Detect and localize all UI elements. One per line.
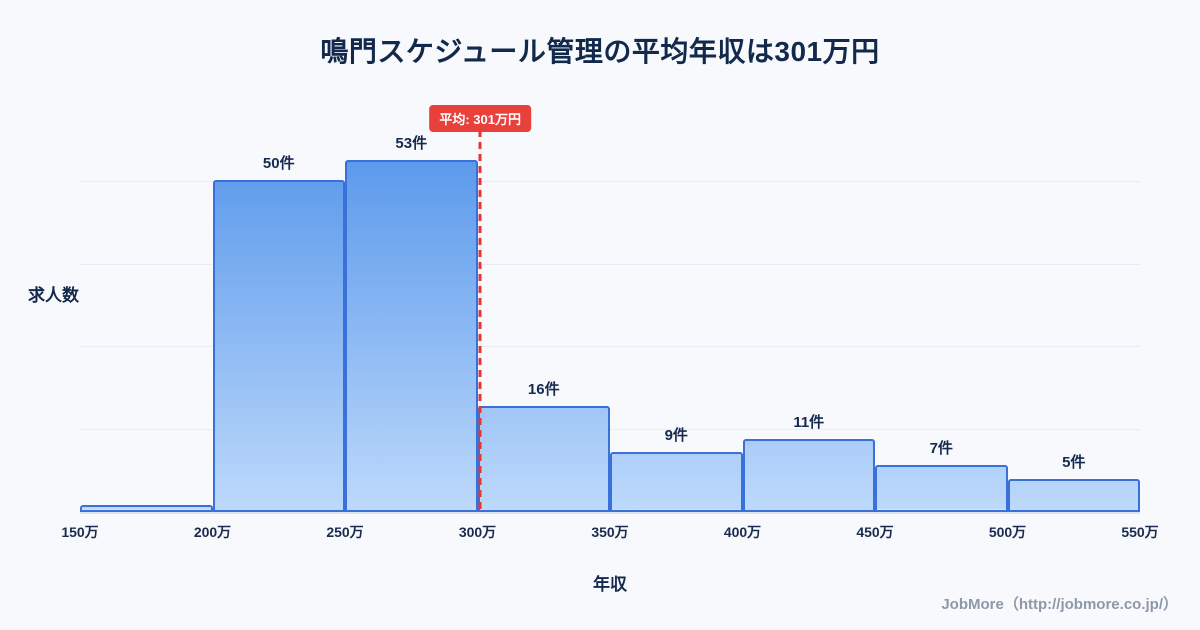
x-tick-label: 350万 xyxy=(591,524,629,540)
average-line xyxy=(478,130,482,512)
x-tick-label: 450万 xyxy=(856,524,894,540)
gridline xyxy=(80,346,1140,348)
bar-count-label: 53件 xyxy=(395,134,428,152)
x-tick-label: 250万 xyxy=(326,524,364,540)
histogram-bar xyxy=(875,465,1008,512)
histogram-bar xyxy=(742,438,875,512)
x-tick-label: 200万 xyxy=(193,524,232,540)
histogram-bar xyxy=(1007,478,1140,512)
bar-count-label: 11件 xyxy=(793,413,825,431)
footer-credit: JobMore（http://jobmore.co.jp/） xyxy=(941,596,1178,613)
histogram-bar xyxy=(477,405,610,512)
average-badge: 平均: 301万円 xyxy=(429,105,531,132)
gridline xyxy=(80,263,1140,265)
x-tick-label: 500万 xyxy=(988,524,1027,540)
histogram-bar xyxy=(610,452,743,512)
x-tick-label: 150万 xyxy=(61,524,99,540)
x-tick-label: 400万 xyxy=(723,524,762,540)
histogram-bar xyxy=(345,159,478,512)
gridline xyxy=(80,428,1140,430)
x-axis-label: 年収 xyxy=(593,575,627,594)
plot-area: 平均: 301万円 50件 53件 16件 9件 11件 7件 5件 xyxy=(80,100,1140,514)
histogram-bar xyxy=(212,179,345,512)
bar-count-label: 7件 xyxy=(929,440,953,458)
bar-count-label: 5件 xyxy=(1062,453,1086,471)
chart-title: 鳴門スケジュール管理の平均年収は301万円 xyxy=(320,36,880,67)
bar-count-label: 9件 xyxy=(664,427,688,445)
histogram-bar xyxy=(80,505,213,512)
gridline xyxy=(80,181,1140,183)
bar-count-label: 50件 xyxy=(262,154,295,172)
x-axis-ticks: 150万 200万 250万 300万 350万 400万 450万 500万 550万 xyxy=(61,522,1158,542)
bar-count-label: 16件 xyxy=(527,380,560,398)
x-tick-label: 550万 xyxy=(1121,524,1159,540)
y-axis-label: 求人数 xyxy=(28,286,79,305)
x-tick-label: 300万 xyxy=(458,524,497,540)
